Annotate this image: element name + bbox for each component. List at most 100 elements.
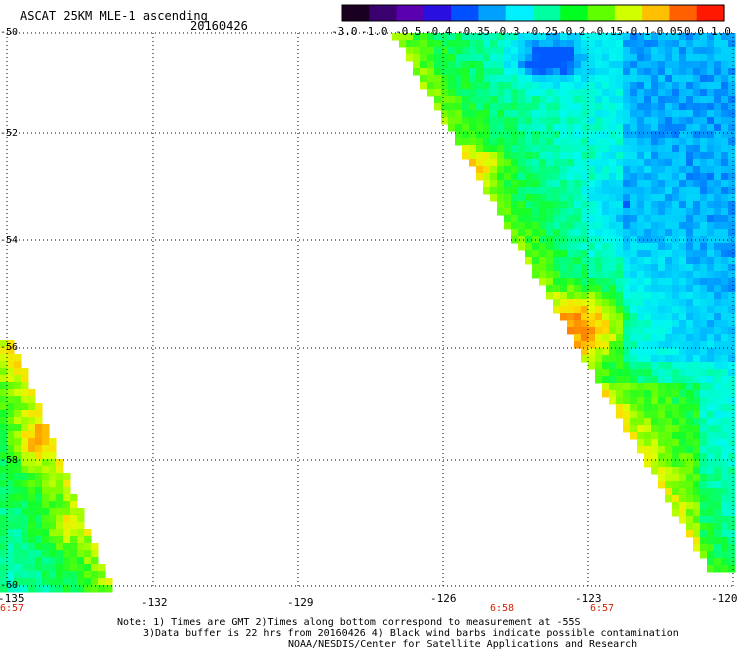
data-cell xyxy=(567,243,575,251)
data-cell xyxy=(420,68,428,76)
data-cell xyxy=(714,481,722,489)
data-cell xyxy=(595,194,603,202)
data-cell xyxy=(665,376,673,384)
data-cell xyxy=(483,180,491,188)
data-cell xyxy=(623,334,631,342)
data-cell xyxy=(462,33,470,41)
data-cell xyxy=(21,494,29,502)
data-cell xyxy=(728,369,736,377)
data-cell xyxy=(21,578,29,586)
data-cell xyxy=(539,264,547,272)
data-cell xyxy=(427,82,435,90)
data-cell xyxy=(21,424,29,432)
data-cell xyxy=(686,96,694,104)
data-cell xyxy=(644,355,652,363)
data-cell xyxy=(707,558,715,566)
data-cell xyxy=(714,117,722,125)
data-cell xyxy=(532,166,540,174)
data-cell xyxy=(707,411,715,419)
data-cell xyxy=(588,229,596,237)
data-cell xyxy=(546,89,554,97)
data-cell xyxy=(469,89,477,97)
data-cell xyxy=(637,397,645,405)
data-cell xyxy=(518,110,526,118)
data-cell xyxy=(462,75,470,83)
data-cell xyxy=(616,383,624,391)
data-cell xyxy=(721,327,729,335)
data-cell xyxy=(721,362,729,370)
data-cell xyxy=(728,495,736,503)
data-cell xyxy=(539,40,547,48)
data-cell xyxy=(511,222,519,230)
data-cell xyxy=(707,341,715,349)
data-cell xyxy=(553,110,561,118)
data-cell xyxy=(637,404,645,412)
data-cell xyxy=(616,376,624,384)
data-cell xyxy=(644,439,652,447)
data-cell xyxy=(686,201,694,209)
data-cell xyxy=(672,285,680,293)
data-cell xyxy=(728,376,736,384)
data-cell xyxy=(0,347,8,355)
data-cell xyxy=(84,543,92,551)
data-cell xyxy=(504,54,512,62)
data-cell xyxy=(686,33,694,41)
data-cell xyxy=(616,334,624,342)
data-cell xyxy=(679,68,687,76)
data-cell xyxy=(560,166,568,174)
data-cell xyxy=(658,481,666,489)
data-cell xyxy=(686,47,694,55)
data-cell xyxy=(588,243,596,251)
data-cell xyxy=(7,515,15,523)
data-cell xyxy=(567,180,575,188)
data-cell xyxy=(35,508,43,516)
data-cell xyxy=(476,61,484,69)
data-cell xyxy=(553,299,561,307)
data-cell xyxy=(651,236,659,244)
data-cell xyxy=(644,362,652,370)
data-cell xyxy=(623,341,631,349)
data-cell xyxy=(504,96,512,104)
data-cell xyxy=(651,110,659,118)
data-cell xyxy=(714,229,722,237)
data-cell xyxy=(455,110,463,118)
data-cell xyxy=(658,117,666,125)
data-cell xyxy=(693,320,701,328)
data-cell xyxy=(525,54,533,62)
data-cell xyxy=(581,96,589,104)
data-cell xyxy=(707,299,715,307)
data-cell xyxy=(707,257,715,265)
data-cell xyxy=(595,138,603,146)
data-cell xyxy=(595,257,603,265)
data-cell xyxy=(623,404,631,412)
data-cell xyxy=(602,96,610,104)
data-cell xyxy=(560,194,568,202)
data-cell xyxy=(672,397,680,405)
data-cell xyxy=(525,138,533,146)
data-cell xyxy=(672,488,680,496)
data-cell xyxy=(651,166,659,174)
data-cell xyxy=(630,313,638,321)
data-cell xyxy=(574,208,582,216)
note-line-2: 3)Data buffer is 22 hrs from 20160426 4)… xyxy=(143,628,679,639)
data-cell xyxy=(616,362,624,370)
data-cell xyxy=(651,131,659,139)
data-cell xyxy=(28,550,36,558)
data-cell xyxy=(644,40,652,48)
data-cell xyxy=(406,33,414,41)
data-cell xyxy=(658,166,666,174)
data-cell xyxy=(693,236,701,244)
data-cell xyxy=(679,215,687,223)
data-cell xyxy=(462,68,470,76)
data-cell xyxy=(560,145,568,153)
data-cell xyxy=(518,173,526,181)
data-cell xyxy=(658,299,666,307)
colorbar-swatch xyxy=(642,5,671,21)
data-cell xyxy=(609,124,617,132)
data-cell xyxy=(707,54,715,62)
data-cell xyxy=(707,278,715,286)
data-cell xyxy=(672,68,680,76)
data-cell xyxy=(637,257,645,265)
data-cell xyxy=(553,33,561,41)
data-cell xyxy=(609,278,617,286)
